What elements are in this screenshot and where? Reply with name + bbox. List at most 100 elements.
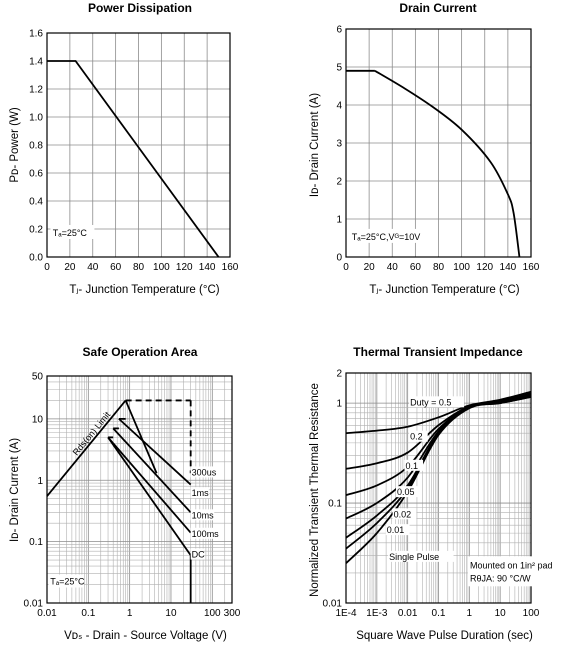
thermal-impedance-chart: 1E-4 1E-3 0.01 0.1 1 10 100 0.01 0.1 1 2 Thermal Tr…	[309, 345, 553, 642]
ambient-temp-note: Tₐ=25°C	[53, 228, 88, 238]
x-axis-label: Vᴅₛ - Drain - Source Voltage (V)	[64, 630, 227, 642]
y-tick-label: 10	[32, 414, 44, 425]
label-bg	[395, 486, 420, 498]
annotation-bg	[50, 225, 95, 239]
y-tick-label: 0.4	[29, 197, 43, 208]
y-tick-label: 4	[336, 101, 342, 112]
x-tick-label: 140	[500, 262, 517, 273]
y-tick-label: 2	[336, 369, 342, 380]
x-tick-label: 140	[199, 262, 216, 273]
x-tick-label: 20	[364, 262, 376, 273]
x-tick-label: 0.1	[81, 608, 95, 619]
x-tick-label: 100	[523, 608, 540, 619]
y-axis-label: Iᴅ- Drain Current (A)	[309, 93, 321, 197]
y-tick-label: 2	[336, 177, 342, 188]
x-tick-label: 10	[165, 608, 177, 619]
label-bg	[190, 527, 220, 539]
ambient-temp-note: Tₐ=25°C	[50, 577, 85, 587]
y-axis-label: Pᴅ- Power (W)	[9, 107, 21, 183]
sov-label: 100ms	[192, 529, 220, 539]
sov-line-dc	[107, 436, 192, 556]
x-tick-label: 60	[110, 262, 122, 273]
label-bg	[190, 466, 220, 478]
plot-frame	[46, 375, 233, 604]
y-tick-label: 0.8	[29, 141, 43, 152]
mounting-note: Mounted on 1in² pad	[470, 560, 553, 570]
y-tick-label: 1.2	[29, 85, 43, 96]
x-tick-label: 160	[523, 262, 540, 273]
label-bg	[409, 396, 465, 408]
label-bg	[388, 550, 454, 562]
sov-line-1ms	[118, 418, 192, 486]
y-axis-label: Normalized Transient Thermal Resistance	[309, 383, 321, 597]
duty-label: Single Pulse	[389, 552, 439, 562]
y-tick-label: 1	[336, 399, 342, 410]
safe-operation-area-chart: 0.01 0.1 1 10 100 300 0.01 0.1 1 10 50 Safe Operati…	[9, 345, 241, 642]
x-tick-label: 1	[467, 608, 473, 619]
x-tick-label: 10	[495, 608, 507, 619]
x-tick-label: 120	[176, 262, 193, 273]
y-tick-label: 0.1	[29, 537, 43, 548]
x-axis-label: Square Wave Pulse Duration (sec)	[356, 630, 533, 642]
x-tick-label: 0	[343, 262, 349, 273]
label-bg	[392, 508, 417, 520]
y-tick-label: 1.6	[29, 29, 43, 40]
thermal-curve	[345, 390, 532, 435]
label-bg	[385, 524, 410, 536]
annotation-bg	[349, 228, 430, 243]
y-tick-label: 3	[336, 139, 342, 150]
label-bg	[190, 487, 209, 499]
y-tick-label: 0.01	[24, 599, 44, 610]
y-tick-label: 0.0	[29, 253, 43, 264]
annotation-bg	[48, 574, 84, 588]
label-bg	[404, 459, 424, 471]
x-tick-label: 1E-3	[366, 608, 388, 619]
x-tick-label: 120	[476, 262, 493, 273]
y-tick-label: 0.6	[29, 169, 43, 180]
y-tick-label: 1.0	[29, 113, 43, 124]
x-tick-label: 0.01	[37, 608, 57, 619]
duty-label: 0.02	[394, 509, 412, 519]
sov-line-300us	[124, 400, 158, 474]
duty-label: 0.05	[397, 487, 415, 497]
chart-title: Thermal Transient Impedance	[353, 345, 523, 359]
y-axis-label: Iᴅ- Drain Current (A)	[9, 438, 21, 542]
rdson-limit-label: Rds(on) Limit	[71, 409, 113, 457]
test-condition-note: Tₐ=25°C,Vᴳ=10V	[352, 232, 420, 242]
thermal-resistance-note: RθJA: 90 °C/W	[470, 573, 531, 583]
x-tick-label: 80	[433, 262, 445, 273]
x-tick-label: 1	[127, 608, 133, 619]
rdson-limit-line	[46, 399, 127, 497]
plot-frame	[46, 32, 231, 258]
y-tick-label: 1	[37, 476, 43, 487]
drain-current-curve	[374, 70, 521, 258]
label-bg	[190, 548, 204, 560]
y-tick-label: 50	[32, 372, 44, 383]
x-tick-label: 1E-4	[335, 608, 357, 619]
x-tick-label: 60	[410, 262, 422, 273]
y-tick-label: 1	[336, 215, 342, 226]
power-dissipation-chart: 0 20 40 60 80 100 120 140 160 0.0 0.2 0.4 0.6 0.8 1.0 1…	[9, 1, 239, 296]
x-tick-label: 100	[153, 262, 170, 273]
x-axis-label: Tⱼ- Junction Temperature (°C)	[69, 284, 219, 296]
x-tick-label: 300	[224, 608, 241, 619]
sov-line-10ms	[112, 427, 192, 513]
x-tick-label: 40	[387, 262, 399, 273]
x-tick-label: 100	[204, 608, 221, 619]
y-tick-label: 0.1	[328, 499, 342, 510]
x-tick-label: 0.01	[398, 608, 418, 619]
sov-label: 10ms	[192, 510, 215, 520]
x-tick-label: 100	[453, 262, 470, 273]
annotation-bg	[467, 556, 550, 587]
x-tick-label: 0.1	[432, 608, 446, 619]
duty-label: 0.01	[387, 525, 405, 535]
sov-label: DC	[192, 550, 205, 560]
y-tick-label: 0.2	[29, 225, 43, 236]
power-derating-curve	[47, 60, 220, 258]
y-tick-label: 5	[336, 63, 342, 74]
chart-title: Power Dissipation	[88, 1, 192, 15]
duty-label: 0.2	[410, 432, 423, 442]
sov-label: 300us	[192, 467, 217, 477]
chart-title: Safe Operation Area	[83, 345, 198, 359]
